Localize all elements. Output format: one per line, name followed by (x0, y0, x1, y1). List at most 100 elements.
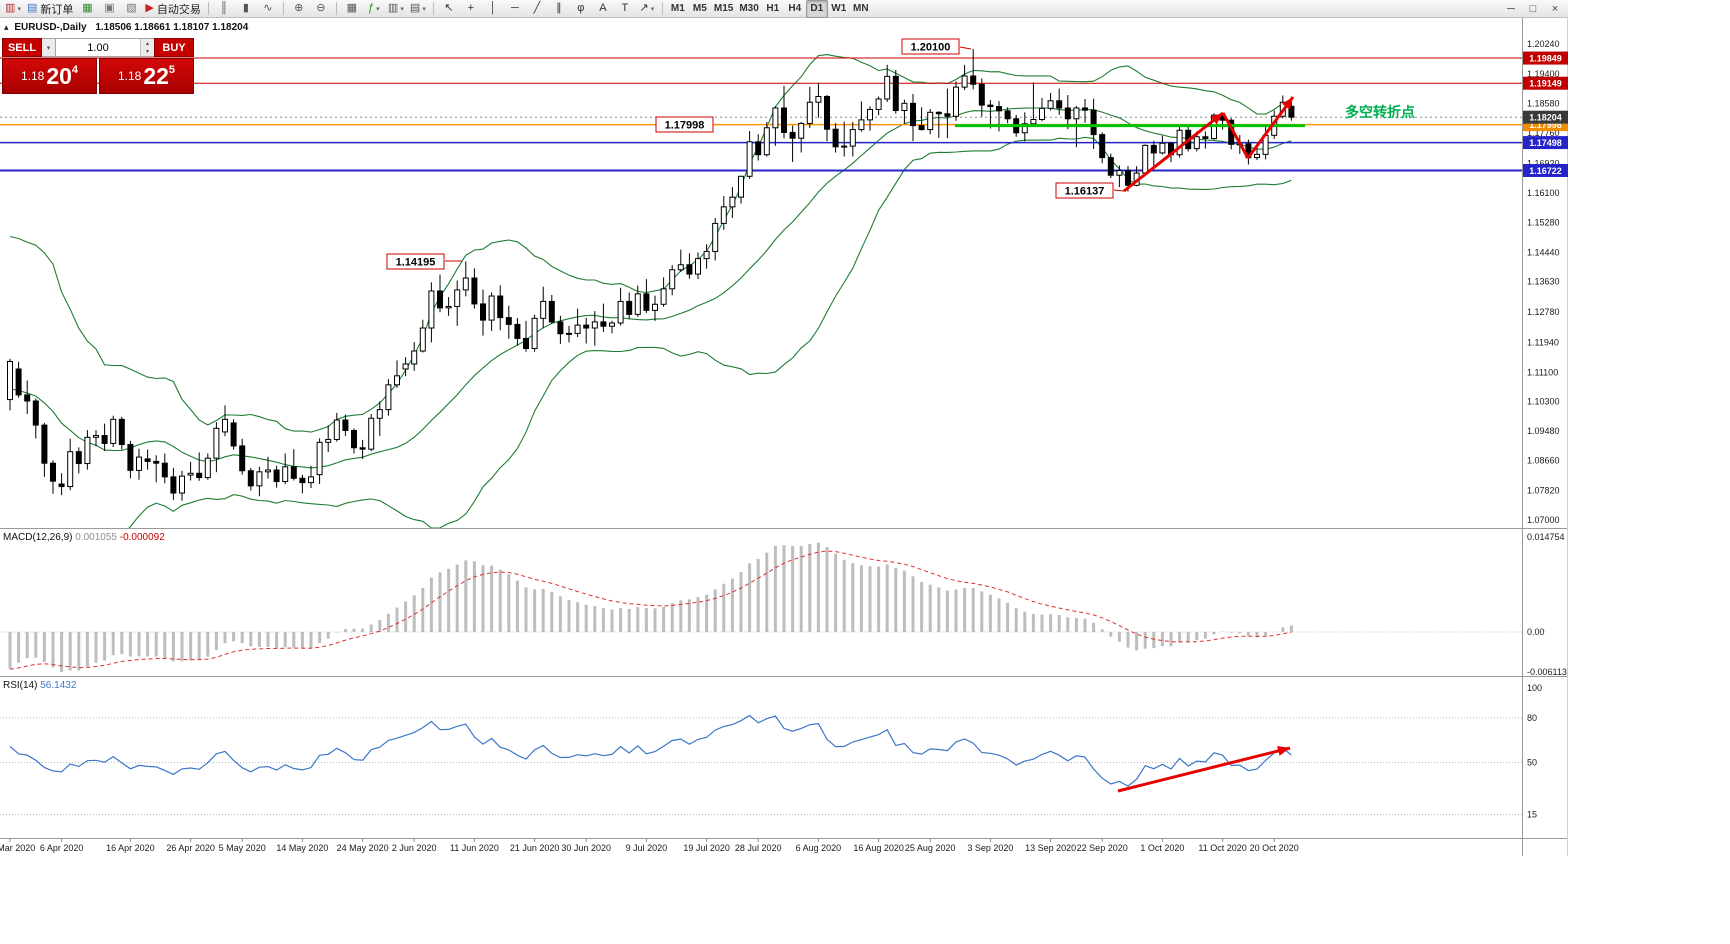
sell-button[interactable]: SELL (2, 38, 42, 57)
indicators-list-dropdown-icon[interactable]: ▾ (376, 5, 380, 13)
templates-menu-dropdown-icon[interactable]: ▾ (422, 5, 426, 13)
annotation-boxes[interactable]: 1.20100 1.17998 1.16137 1.14195 (386, 38, 1125, 270)
price-annotation: 1.14195 (396, 257, 436, 269)
label-tool-icon[interactable]: T (614, 0, 636, 18)
zoom-out-icon[interactable]: ⊖ (310, 0, 332, 18)
volume-down-icon[interactable]: ▾ (141, 47, 154, 56)
strategy-tester-glyph: ▧ (126, 2, 137, 14)
price-tick: 1.18580 (1527, 99, 1560, 109)
chart-close-icon[interactable]: × (1551, 2, 1559, 15)
price-line-label: 1.19149 (1529, 79, 1562, 89)
sell-price-prefix: 1.18 (20, 69, 45, 83)
new-order-button[interactable]: ▤ 新订单 (24, 0, 76, 18)
bollinger-bands (9, 54, 1292, 528)
chart-minimize-icon[interactable]: ─ (1507, 2, 1515, 15)
bar-chart-mode-icon[interactable]: ║ (213, 0, 235, 18)
tf-h4-button[interactable]: H4 (788, 3, 802, 14)
new-chart-icon[interactable]: ▥ ▾ (2, 0, 24, 18)
buy-price-display[interactable]: 1.18 22 5 (99, 58, 194, 94)
price-annotation: 1.17998 (665, 120, 705, 132)
channel-tool-icon[interactable]: ∥ (548, 0, 570, 18)
turning-point-note[interactable]: 多空转折点 (1345, 104, 1415, 120)
toolbar-right-icons: ─ □ × (1500, 0, 1566, 18)
panel-separators[interactable] (0, 18, 1568, 856)
tf-m5-button[interactable]: M5 (692, 3, 707, 14)
tf-m15-button[interactable]: M15 (713, 3, 734, 14)
price-line-label: 1.17998 (1529, 120, 1562, 130)
arrows-tool-glyph: ↗ (639, 2, 649, 14)
price-tick: 1.16100 (1527, 188, 1560, 198)
price-tick: 1.07820 (1527, 486, 1560, 496)
tf-mn-button[interactable]: MN (853, 3, 869, 14)
bar-chart-mode-glyph: ║ (219, 2, 228, 14)
auto-trading-button[interactable]: ▶ 自动交易 (142, 0, 203, 18)
templates-menu-icon[interactable]: ▤ ▾ (407, 0, 429, 18)
timeframes-menu-dropdown-icon[interactable]: ▾ (400, 5, 404, 13)
chart-canvas[interactable]: 1.202401.194001.185801.177601.169201.161… (0, 0, 1568, 856)
price-tick: 1.09480 (1527, 426, 1560, 436)
date-tick: 11 Jun 2020 (450, 843, 499, 853)
volume-dropdown-icon[interactable]: ▾ (42, 38, 56, 57)
cursor-tool-glyph: ↖ (444, 2, 454, 14)
timeframes-menu-glyph: ▥ (387, 2, 399, 14)
price-line-label: 1.18204 (1529, 113, 1562, 123)
date-tick: 25 Aug 2020 (905, 843, 956, 853)
rsi-trend-arrow[interactable] (1117, 746, 1291, 793)
rsi-scale-label: 80 (1527, 713, 1537, 723)
tf-w1-button[interactable]: W1 (831, 3, 847, 14)
date-tick: 20 Oct 2020 (1250, 843, 1299, 853)
horizontal-line-tool-glyph: ─ (510, 2, 519, 14)
arrows-tool-dropdown-icon[interactable]: ▾ (650, 5, 655, 13)
label-tool-glyph: T (621, 2, 629, 14)
price-axis[interactable]: 1.20240 1.19400 1.18580 1.17760 1.16920 1.161… (1523, 39, 1568, 525)
cursor-tool-icon[interactable]: ↖ (438, 0, 460, 18)
price-tick: 1.20240 (1527, 39, 1560, 49)
zoom-in-icon[interactable]: ⊕ (288, 0, 310, 18)
tf-m30-button[interactable]: M30 (739, 3, 759, 14)
tf-h1-button[interactable]: H1 (766, 3, 780, 14)
templates-menu-glyph: ▤ (409, 2, 421, 14)
chart-restore-icon[interactable]: □ (1529, 2, 1537, 15)
buy-button[interactable]: BUY (154, 38, 194, 57)
zoom-in-glyph: ⊕ (294, 2, 304, 14)
trend-arrows[interactable] (1123, 96, 1295, 193)
tile-windows-icon[interactable]: ▦ (341, 0, 363, 18)
rsi-value: 56.1432 (40, 680, 77, 691)
data-window-glyph: ▣ (104, 2, 115, 14)
sell-price-display[interactable]: 1.18 20 4 (2, 58, 97, 94)
vertical-line-tool-icon[interactable]: │ (482, 0, 504, 18)
chart-profiles-icon[interactable]: ▦ (76, 0, 98, 18)
fibonacci-tool-icon[interactable]: φ (570, 0, 592, 18)
one-click-toggle-icon[interactable]: ▴ (4, 22, 9, 32)
new-order-label: 新订单 (40, 3, 74, 16)
date-tick: 27 Mar 2020 (0, 843, 35, 853)
tf-d1-button[interactable]: D1 (805, 0, 828, 18)
line-chart-mode-icon[interactable]: ∿ (257, 0, 279, 18)
strategy-tester-icon[interactable]: ▧ (120, 0, 142, 18)
time-axis[interactable]: 27 Mar 2020 6 Apr 2020 16 Apr 2020 26 Apr 2… (0, 838, 1299, 853)
volume-input[interactable] (56, 39, 140, 56)
line-chart-mode-glyph: ∿ (263, 2, 273, 14)
arrows-tool-icon[interactable]: ↗ ▾ (636, 0, 658, 18)
price-tick: 1.11940 (1527, 337, 1559, 347)
crosshair-tool-icon[interactable]: + (460, 0, 482, 18)
date-tick: 26 Apr 2020 (166, 843, 215, 853)
indicators-list-glyph: ƒ (368, 2, 375, 14)
price-line-label: 1.17498 (1529, 138, 1562, 148)
indicators-list-icon[interactable]: ƒ ▾ (363, 0, 385, 18)
volume-up-icon[interactable]: ▴ (141, 39, 154, 48)
price-line-label: 1.16722 (1529, 166, 1562, 176)
price-tick: 1.07000 (1527, 515, 1560, 525)
horizontal-line-tool-icon[interactable]: ─ (504, 0, 526, 18)
data-window-icon[interactable]: ▣ (98, 0, 120, 18)
new-chart-dropdown-icon[interactable]: ▾ (17, 5, 21, 13)
new-chart-glyph: ▥ (5, 2, 16, 14)
candlestick-mode-icon[interactable]: ▮ (235, 0, 257, 18)
mt4-window: ▥ ▾ ▤ 新订单 ▦ ▣ ▧ ▶ 自动交易 ║ ▮ ∿ ⊕ ⊖ ▦ ƒ ▾ ▥ ▾ ▤ ▾ ↖ + │ ─ ╱ ∥ φ A T ↗ ▾ M1 M… (0, 0, 1568, 856)
text-tool-icon[interactable]: A (592, 0, 614, 18)
macd-label: MACD(12,26,9) 0.001055 -0.000092 (3, 532, 165, 543)
trendline-tool-icon[interactable]: ╱ (526, 0, 548, 18)
timeframes-menu-icon[interactable]: ▥ ▾ (385, 0, 407, 18)
tf-m1-button[interactable]: M1 (670, 3, 685, 14)
rsi-scale-label: 50 (1527, 758, 1537, 768)
